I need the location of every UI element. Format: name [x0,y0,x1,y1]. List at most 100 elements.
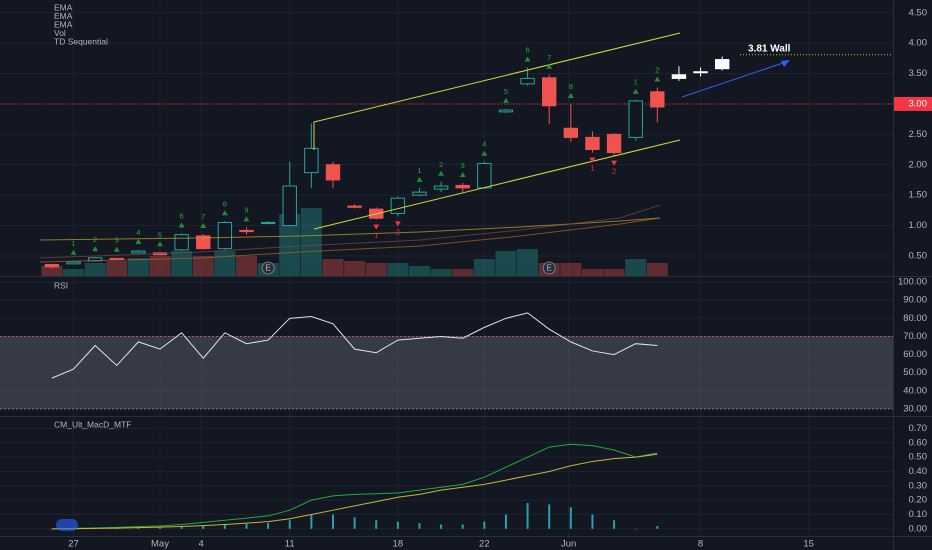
histogram-bar [526,503,529,529]
y-tick-label: 0.30 [909,480,928,491]
y-tick-label: 0.10 [909,509,928,520]
histogram-bar [569,507,572,529]
y-tick-label: 40.00 [903,385,927,396]
td-count: 2 [655,66,659,75]
td-arrow [243,216,250,222]
candle-body [390,197,406,214]
td-arrow [632,88,639,94]
x-tick-label: 15 [803,539,814,550]
histogram-bar [353,517,356,529]
volume-bar [279,214,301,276]
histogram-bar [50,528,53,530]
td-count: 8 [223,199,227,208]
volume-bar [41,266,63,276]
td-count: 8 [569,82,573,91]
volume-bar [560,263,582,276]
candle-body [239,229,254,233]
td-arrow [567,92,574,98]
volume-bar [171,251,193,276]
td-arrow [459,171,466,177]
td-count: 1 [590,164,594,173]
candle-body [693,71,708,74]
volume-bar [430,269,452,276]
candle-body [520,77,535,85]
candle-body [196,235,211,250]
volume-bar [127,258,149,276]
td-count: 4 [482,140,486,149]
earnings-label: E [265,264,270,273]
td-count: 9 [244,205,248,214]
rsi-line [51,312,658,379]
volume-bar [495,251,517,276]
y-tick-label: 100.00 [898,277,927,288]
candle-body [671,74,687,79]
x-tick-label: 27 [68,539,79,550]
td-arrow [135,238,142,244]
grid-layer [0,0,893,536]
histogram-bar [613,520,616,529]
volume-bar [214,251,236,276]
td-count: 1 [71,239,75,248]
histogram-bar [591,514,594,529]
td-arrow [92,246,99,252]
td-count: 1 [634,78,638,87]
y-tick-label: 50.00 [903,367,927,378]
candle-body [477,163,492,189]
histogram-bar [202,525,205,529]
histogram-bar [288,520,291,529]
candle-body [260,222,276,225]
x-tick-label: Jun [561,539,576,550]
histogram-bar [656,525,659,529]
candle-body [217,222,233,250]
candle-body [606,133,622,154]
histogram-bar [548,504,551,529]
price-label-box [894,96,932,111]
candle-body [650,91,665,108]
volume-bar [452,269,474,276]
td-arrow [546,63,553,69]
td-arrow [589,157,596,163]
candle-body [628,100,643,138]
volume-bar [344,261,366,276]
candle-body [109,257,124,261]
volume-bar [106,261,128,276]
td-arrow [524,56,531,62]
td-arrow [70,249,77,255]
td-arrow [200,223,207,229]
volume-bar [646,263,668,276]
td-count: 7 [547,53,551,62]
y-tick-label: 90.00 [903,295,927,306]
x-tick-label: May [151,539,169,550]
legend-entry: TD Sequential [54,37,108,47]
rsi-band [0,336,893,409]
candle-body [174,234,189,251]
histogram-bar [396,521,399,529]
y-tick-label: 0.50 [909,452,928,463]
y-tick-label: 1.00 [909,220,928,231]
x-tick-label: 4 [198,539,203,550]
td-count: 3 [115,236,119,245]
histogram-bar [180,526,183,529]
legend-entry: EMA [54,11,73,21]
x-tick-label: 8 [698,539,703,550]
histogram-bar [483,521,486,529]
volume-bar [517,249,539,276]
volume-bar [365,263,387,276]
earnings-marker [261,261,275,275]
td-count: 1 [417,166,421,175]
histogram-bar [634,528,637,530]
td-count: 2 [396,227,400,236]
td-count: 6 [525,45,529,54]
pane-title: CM_Ult_MacD_MTF [54,419,131,429]
td-count: 4 [136,228,140,237]
volume-bar [322,259,344,276]
x-tick-label: 11 [285,539,295,550]
candle-body [542,77,557,107]
y-tick-label: 0.60 [909,437,928,448]
y-tick-label: 0.70 [909,423,928,434]
td-count: 3 [461,161,465,170]
td-count: 2 [93,235,97,244]
candle-body [412,191,427,196]
td-count: 2 [439,160,443,169]
td-count: 6 [180,211,184,220]
